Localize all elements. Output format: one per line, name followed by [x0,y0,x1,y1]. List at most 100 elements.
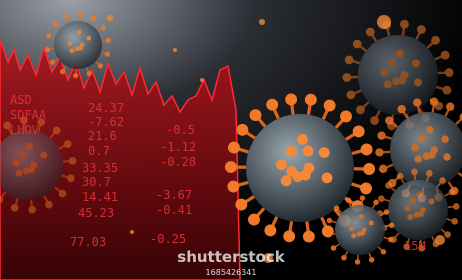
spike-head [426,170,433,177]
spike-head [360,182,372,195]
spike-head [452,203,460,210]
particle [130,230,134,234]
spike-head [459,113,462,121]
spike-head [63,140,72,148]
spike-head [10,203,19,212]
spike-head [86,70,92,77]
spike-head [342,73,352,82]
surface-spot [86,35,92,41]
watermark-brand: shutterstock [177,248,285,266]
value: 33.35 [82,161,118,175]
spike-head [333,205,340,211]
virus-body [335,205,385,255]
spike-head [411,168,418,176]
spike-head [416,25,426,34]
surface-spot [12,159,20,167]
spike-head [385,116,394,125]
spike [22,120,26,131]
surface-spot [411,59,420,68]
spike-head [264,224,277,237]
spike [58,143,69,150]
spike-head [3,121,11,130]
spike-head [400,19,409,29]
spike-head [352,39,362,49]
value: -3.67 [156,188,192,202]
spike-head [266,98,279,111]
spike [6,124,13,135]
surface-spot [302,145,314,157]
surface-spot [411,143,419,152]
spike-head [341,254,347,261]
surface-spot [414,155,423,163]
spike-head [37,118,46,127]
spike-head [444,231,451,238]
spike-head [20,116,28,125]
spike-head [0,195,4,204]
spike-head [442,85,452,95]
spike-head [44,46,51,53]
surface-spot [40,151,48,159]
spike-head [100,25,107,31]
symbol: LHOV [10,123,39,137]
spike-head [380,249,387,255]
surface-spot [276,159,287,171]
virus-body [54,21,102,69]
particle [200,78,204,82]
spike [43,195,50,206]
ticker: ASD SDFAA LHOV 24.37 -7.62 21.6 0.7 33.3… [10,93,426,253]
spike-head [444,68,454,77]
spike-head [378,195,385,202]
spike-head [46,33,52,39]
surface-spot [395,49,404,58]
spike-head [302,230,315,243]
surface-spot [425,126,434,134]
spike [62,159,73,163]
spike-head [375,148,384,157]
spike-head [352,125,365,138]
symbol: SDFAA [10,108,47,122]
spike-head [385,182,392,189]
value: 24.37 [88,101,124,115]
spike-head [365,27,375,37]
surface-spot [368,220,374,226]
spike-head [52,126,61,135]
surface-spot [348,225,354,231]
spike-head [370,116,380,125]
surface-spot [404,205,411,212]
spike-head [451,218,458,225]
surface-spot [356,231,362,237]
virus-body [388,180,448,240]
spike-head [387,236,394,243]
spike-head [224,161,237,173]
particle [107,15,113,21]
surface-spot [428,198,435,205]
surface-spot [74,46,80,52]
spike-head [325,231,332,238]
spike-head [323,99,336,112]
spike-head [285,93,298,106]
surface-spot [22,167,30,175]
surface-spot [26,142,34,150]
spike [54,186,64,195]
spike-head [58,189,67,198]
value: 15M [404,239,426,253]
value: -7.62 [88,115,124,129]
value: -0.25 [150,232,186,246]
spike-head [396,172,404,180]
spike-head [354,259,361,265]
surface-spot [28,166,36,174]
spike-head [248,213,260,226]
market-chart [0,39,241,280]
virus [376,168,460,252]
surface-spot [286,165,298,177]
spike-head [431,35,440,45]
spike-head [377,131,386,140]
spike-head [105,37,112,44]
spike-head [378,164,388,174]
value: -0.28 [160,155,196,169]
virus-body [0,130,63,200]
spike-head [388,222,395,229]
virus [44,11,112,79]
spike [49,129,58,139]
